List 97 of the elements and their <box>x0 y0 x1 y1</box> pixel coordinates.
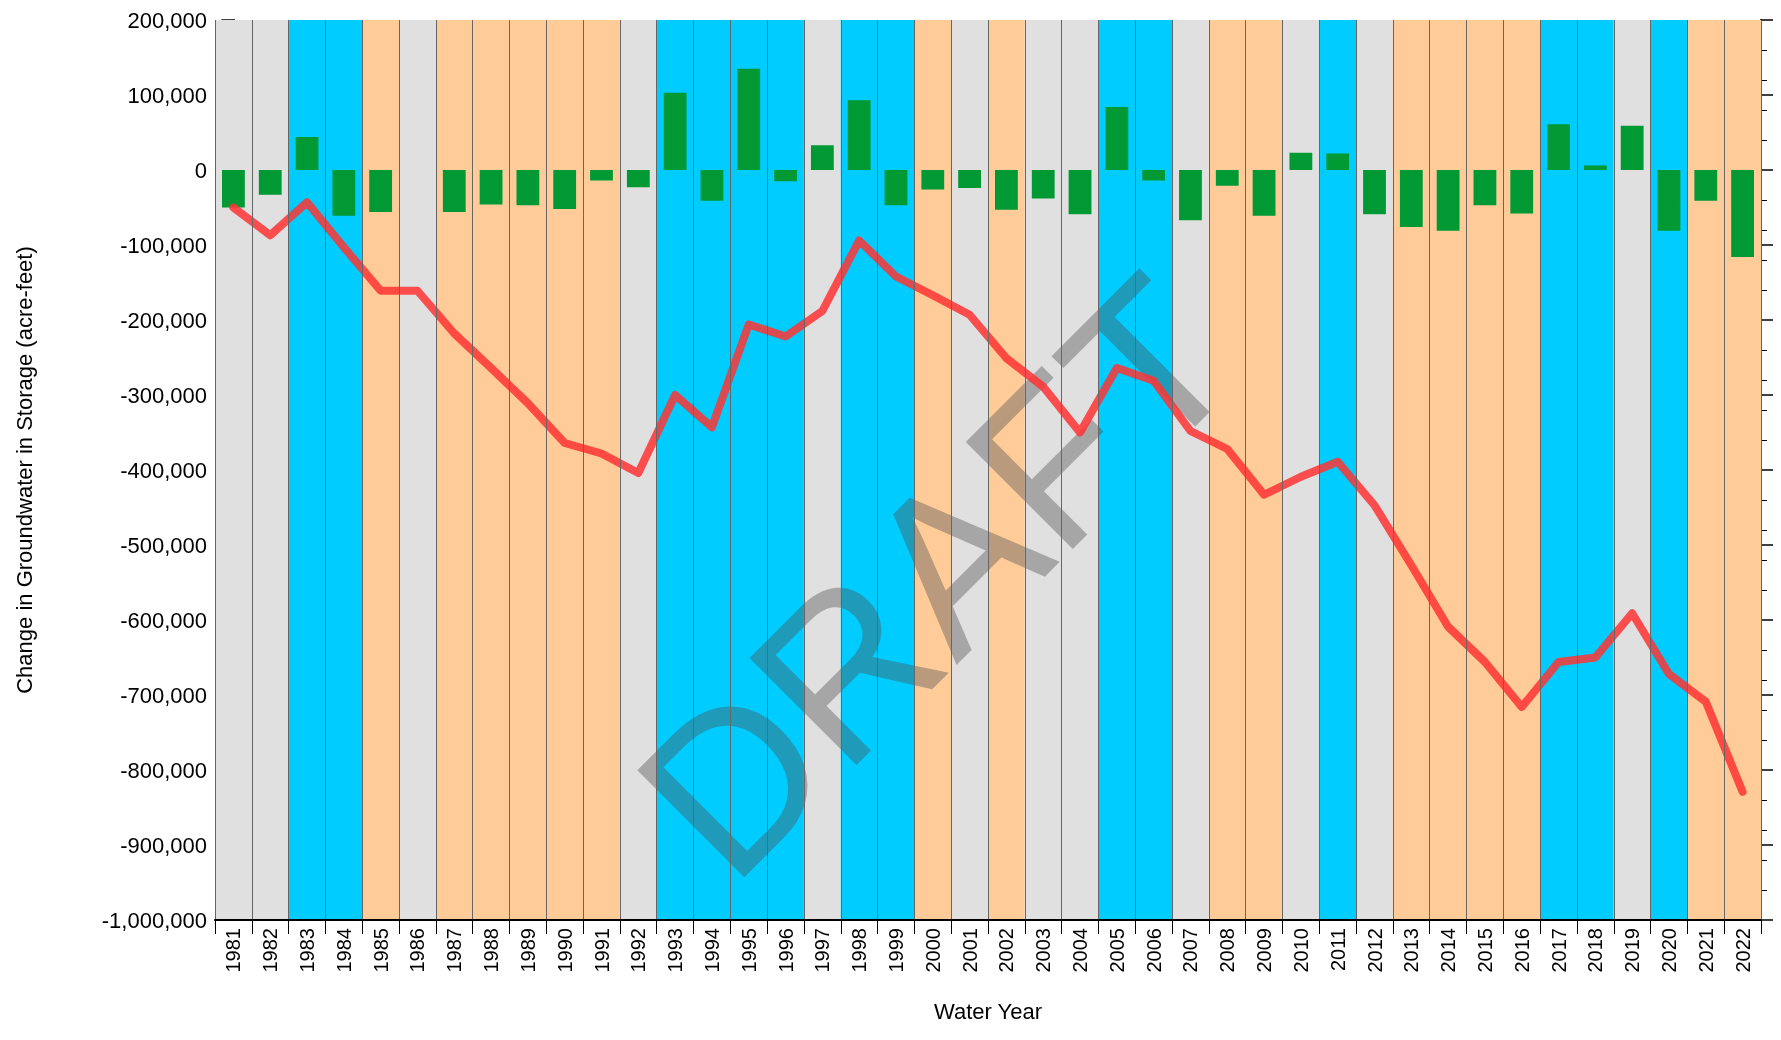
bar <box>774 170 797 182</box>
x-tick-label: 1993 <box>664 928 687 973</box>
x-tick-label: 2002 <box>995 928 1018 973</box>
x-tick-label: 2011 <box>1326 928 1349 972</box>
bar <box>258 170 282 195</box>
x-tick-label: 1994 <box>700 928 723 973</box>
y-tick-label: -500,000 <box>120 532 207 558</box>
bar <box>1142 170 1166 181</box>
bar <box>958 170 982 188</box>
x-tick-label: 1983 <box>296 928 319 973</box>
x-tick-label: 2017 <box>1547 928 1570 973</box>
y-axis-title: Change in Groundwater in Storage (acre-feet) <box>11 246 37 694</box>
bar <box>1068 170 1092 215</box>
x-tick-label: 2018 <box>1584 928 1607 973</box>
x-tick-label: 2008 <box>1216 928 1239 973</box>
bar <box>847 100 871 170</box>
bar <box>1252 170 1276 216</box>
x-tick-label: 1988 <box>480 928 503 973</box>
bar <box>516 170 540 206</box>
bar <box>1510 170 1534 214</box>
bar <box>221 170 245 208</box>
bar <box>626 170 650 188</box>
y-tick-label: 200,000 <box>127 7 207 33</box>
bar <box>1731 170 1755 257</box>
bar <box>921 170 945 190</box>
bar <box>479 170 503 205</box>
bar <box>700 170 724 201</box>
x-tick-label: 2014 <box>1437 928 1460 973</box>
x-tick-label: 2006 <box>1142 928 1165 973</box>
x-tick-label: 1997 <box>811 928 834 973</box>
bar <box>663 92 687 170</box>
y-tick-label: -900,000 <box>120 832 207 858</box>
y-tick-label: -800,000 <box>120 757 207 783</box>
bar <box>810 145 834 170</box>
x-tick-label: 2003 <box>1032 928 1055 973</box>
x-tick-label: 1990 <box>553 928 576 973</box>
x-tick-label: 1987 <box>443 928 466 973</box>
x-tick-label: 2009 <box>1253 928 1276 973</box>
x-tick-label: 2021 <box>1694 928 1717 973</box>
bar <box>1326 153 1350 170</box>
y-tick-label: -100,000 <box>120 232 207 258</box>
bar <box>369 170 393 212</box>
x-tick-label: 2015 <box>1473 928 1496 973</box>
bar <box>1547 124 1570 170</box>
x-tick-label: 2004 <box>1069 928 1092 973</box>
x-tick-label: 1998 <box>848 928 871 973</box>
y-tick-label: -300,000 <box>120 382 207 408</box>
x-axis-title: Water Year <box>933 998 1043 1024</box>
y-tick-label: -600,000 <box>120 607 207 633</box>
x-tick-label: 1991 <box>590 928 613 973</box>
bar <box>1657 170 1681 231</box>
bar <box>884 170 908 206</box>
x-tick-label: 2010 <box>1289 928 1312 973</box>
x-tick-label: 1999 <box>884 928 907 973</box>
x-tick-label: 1992 <box>627 928 650 973</box>
x-tick-label: 2019 <box>1621 928 1644 973</box>
bar <box>1436 170 1460 231</box>
x-tick-label: 2016 <box>1510 928 1533 973</box>
bar <box>442 170 466 212</box>
y-tick-label: 0 <box>194 157 207 183</box>
x-tick-label: 2012 <box>1363 928 1386 973</box>
x-tick-label: 1986 <box>406 928 429 973</box>
bar <box>1473 170 1497 206</box>
bar <box>1215 170 1239 186</box>
y-tick-label: 100,000 <box>127 82 207 108</box>
bar <box>553 170 577 209</box>
x-tick-label: 2000 <box>921 928 944 973</box>
y-tick-label: -400,000 <box>120 457 207 483</box>
x-tick-label: 1985 <box>369 928 392 973</box>
x-tick-label: 1989 <box>516 928 539 973</box>
bar <box>332 170 356 216</box>
bar <box>1363 170 1386 215</box>
bar <box>1031 170 1055 199</box>
y-tick-label: -700,000 <box>120 682 207 708</box>
x-tick-label: 2022 <box>1731 928 1754 973</box>
bar <box>1105 107 1129 170</box>
bar <box>295 137 319 170</box>
x-tick-label: 2005 <box>1105 928 1128 973</box>
x-tick-label: 1981 <box>222 928 245 973</box>
x-tick-label: 2007 <box>1179 928 1202 973</box>
bar <box>994 170 1018 210</box>
x-tick-label: 1982 <box>259 928 282 973</box>
bar <box>1620 125 1644 170</box>
x-tick-label: 1995 <box>737 928 760 973</box>
bar <box>1694 170 1718 201</box>
x-tick-label: 2013 <box>1400 928 1423 973</box>
x-tick-label: 2020 <box>1657 928 1680 973</box>
y-tick-label: -200,000 <box>120 307 207 333</box>
bar <box>1289 152 1313 170</box>
x-tick-label: 1996 <box>774 928 797 973</box>
bar <box>590 170 613 181</box>
bar <box>737 68 761 170</box>
bar <box>1179 170 1202 221</box>
x-tick-label: 1984 <box>332 928 355 973</box>
bar <box>1399 170 1423 227</box>
x-tick-label: 2001 <box>958 928 981 973</box>
y-tick-label: -1,000,000 <box>101 907 207 933</box>
